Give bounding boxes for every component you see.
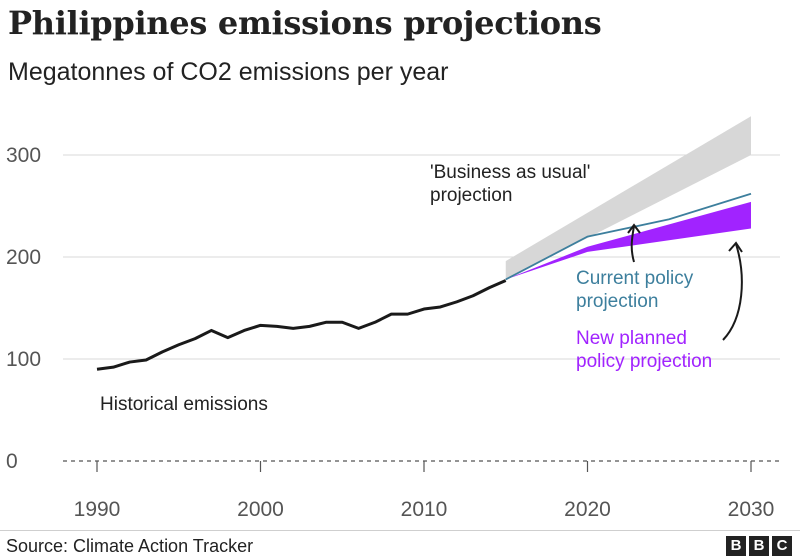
label-historical-emissions-line-1: Historical emissions: [100, 394, 268, 415]
label-historical-emissions: Historical emissions: [100, 394, 268, 415]
label-current-policy-line-1: Current policy: [576, 268, 694, 289]
label-new-planned-policy-line-1: New planned: [576, 328, 687, 349]
logo-letter-c: C: [772, 536, 792, 556]
label-business-as-usual: 'Business as usual' projection: [430, 162, 590, 206]
new-planned-arrow-shaft: [722, 243, 743, 341]
x-tick-label-2030: 2030: [728, 498, 775, 521]
x-tick-label-2010: 2010: [401, 498, 448, 521]
y-tick-label-300: 300: [6, 144, 41, 167]
y-tick-label-100: 100: [6, 348, 41, 371]
label-new-planned-policy-line-2: policy projection: [576, 351, 712, 372]
x-tick-label-1990: 1990: [74, 498, 121, 521]
current-policy-arrow-head: [627, 223, 641, 234]
new-planned-arrow-head: [728, 241, 743, 253]
chart-subtitle: Megatonnes of CO2 emissions per year: [8, 58, 449, 86]
x-tick-label-2000: 2000: [237, 498, 284, 521]
logo-letter-b2: B: [749, 536, 769, 556]
emissions-chart: 0 100 200 300 1990 2000 2010 2020 2030 Historical…: [6, 116, 780, 521]
label-new-planned-policy: New planned policy projection: [576, 328, 712, 372]
label-business-as-usual-line-2: projection: [430, 185, 512, 206]
current-policy-line: [505, 192, 752, 281]
label-business-as-usual-line-1: 'Business as usual': [430, 162, 590, 183]
source-note: Source: Climate Action Tracker: [6, 536, 254, 556]
x-tick-label-2020: 2020: [564, 498, 611, 521]
label-current-policy: Current policy projection: [576, 268, 694, 312]
historical-emissions-line: [96, 279, 507, 371]
bau-projection-band: [505, 116, 751, 280]
chart-title: Philippines emissions projections: [8, 4, 602, 42]
current-policy-arrow-shaft: [630, 225, 635, 263]
y-tick-label-200: 200: [6, 246, 41, 269]
new-planned-policy-band: [505, 201, 751, 280]
y-tick-label-0: 0: [6, 450, 18, 473]
footer-divider: [0, 530, 800, 531]
label-current-policy-line-2: projection: [576, 291, 658, 312]
bbc-logo: B B C: [726, 536, 792, 556]
logo-letter-b1: B: [726, 536, 746, 556]
